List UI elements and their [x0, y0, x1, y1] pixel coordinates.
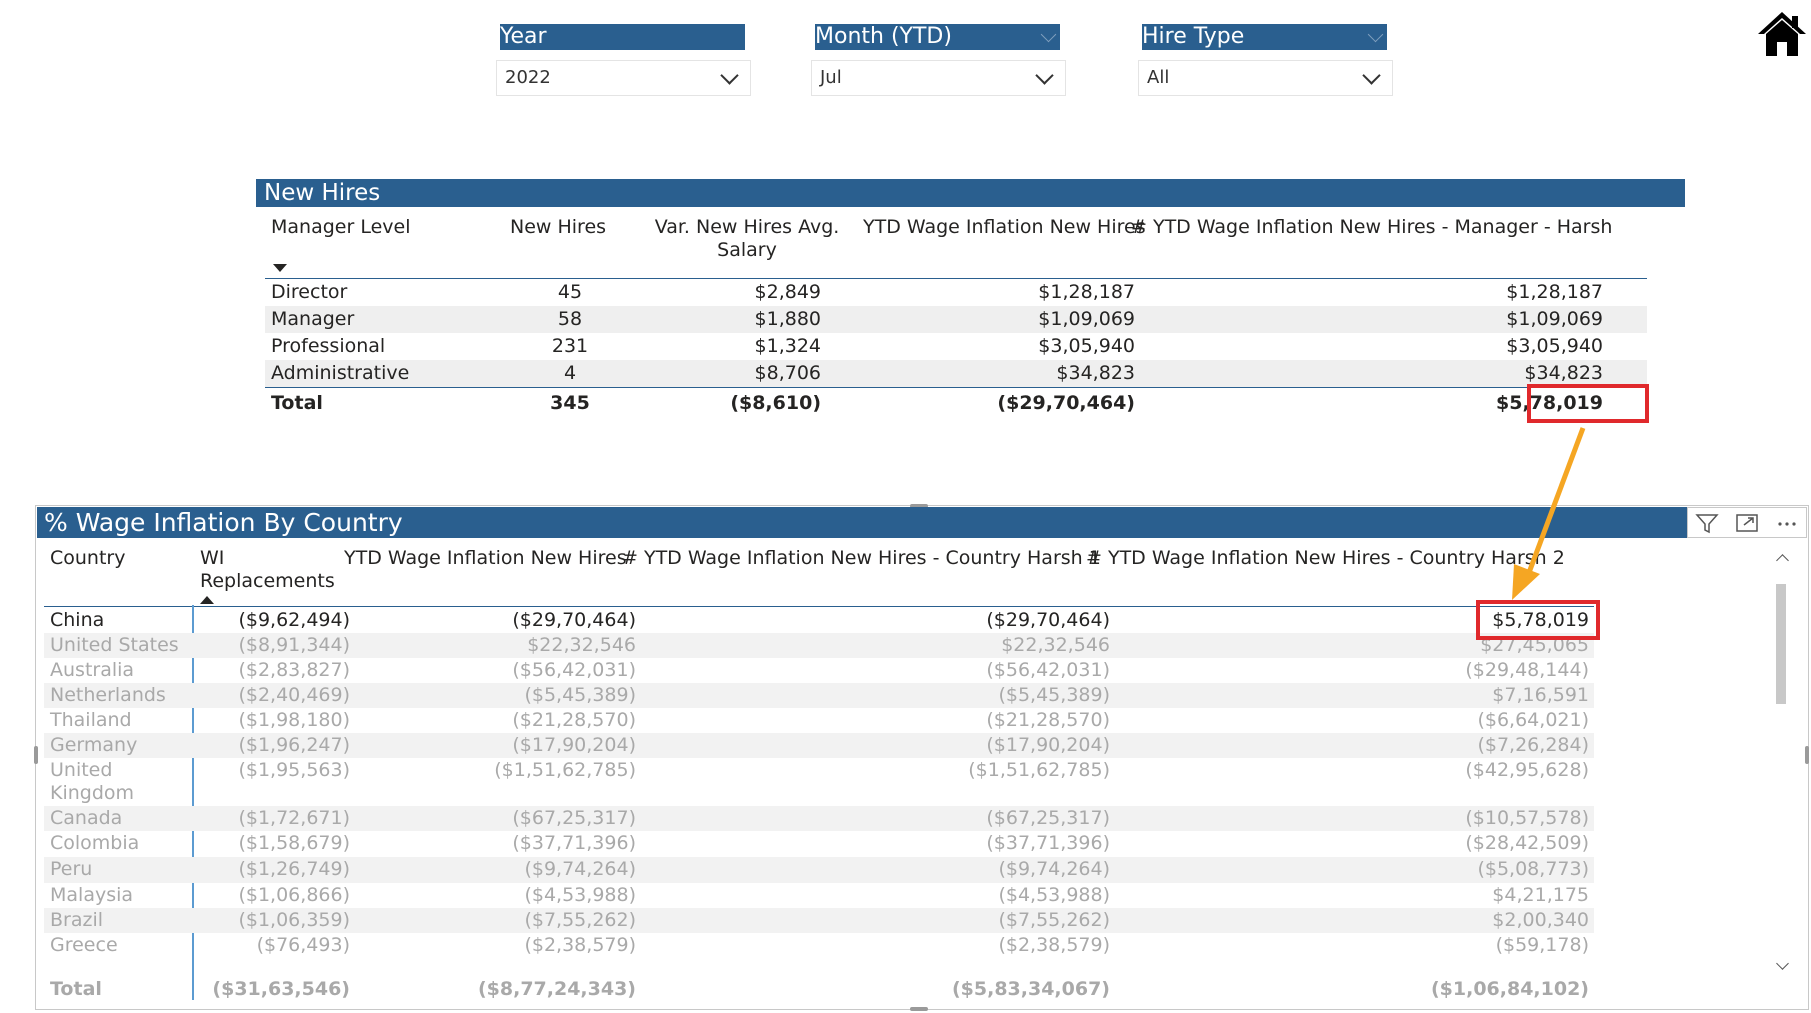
slicer-year-title: Year	[500, 24, 745, 50]
column-divider	[192, 605, 194, 1000]
slicer-hire-type: Hire Type All	[1138, 24, 1393, 96]
new-hires-title: New Hires	[256, 179, 1685, 207]
column-header-country-harsh-1[interactable]: # YTD Wage Inflation New Hires - Country…	[622, 547, 1101, 569]
new-hires-total-row: Total 345 ($8,610) ($29,70,464) $5,78,01…	[265, 387, 1647, 418]
column-header-country[interactable]: Country	[50, 547, 126, 569]
vertical-scrollbar[interactable]	[1773, 548, 1797, 980]
year-dropdown-value: 2022	[505, 67, 551, 88]
resize-handle-top[interactable]	[910, 504, 928, 508]
wage-inflation-body: China ($9,62,494) ($29,70,464) ($29,70,4…	[44, 608, 1594, 973]
table-row: Administrative 4 $8,706 $34,823 $34,823	[265, 360, 1647, 387]
table-row: Manager 58 $1,880 $1,09,069 $1,09,069	[265, 306, 1647, 333]
slicer-month-title: Month (YTD)	[815, 24, 1060, 50]
table-row: Malaysia ($1,06,866) ($4,53,988) ($4,53,…	[50, 884, 1589, 906]
slicer-month: Month (YTD) Jul	[811, 24, 1066, 96]
home-icon[interactable]	[1756, 10, 1808, 58]
slicer-hire-type-title: Hire Type	[1142, 24, 1387, 50]
visual-header-toolbar	[1687, 507, 1807, 538]
resize-handle-right[interactable]	[1805, 746, 1809, 764]
resize-handle-left[interactable]	[34, 746, 38, 764]
chevron-down-icon	[720, 66, 739, 85]
more-options-icon[interactable]	[1772, 512, 1802, 534]
table-row: Netherlands ($2,40,469) ($5,45,389) ($5,…	[44, 683, 1594, 708]
chevron-down-icon	[1035, 66, 1054, 85]
month-dropdown-value: Jul	[820, 67, 842, 88]
new-hires-body: Director 45 $2,849 $1,28,187 $1,28,187 M…	[265, 279, 1647, 387]
table-row: Brazil ($1,06,359) ($7,55,262) ($7,55,26…	[44, 908, 1594, 933]
column-header-wi-replacements[interactable]: WI Replacements	[200, 547, 335, 592]
column-header-manager-level[interactable]: Manager Level	[271, 216, 411, 238]
table-row: Canada ($1,72,671) ($67,25,317) ($67,25,…	[44, 806, 1594, 831]
month-dropdown[interactable]: Jul	[811, 60, 1066, 96]
table-row: Germany ($1,96,247) ($17,90,204) ($17,90…	[44, 733, 1594, 758]
focus-mode-icon[interactable]	[1732, 512, 1762, 534]
chevron-up-icon[interactable]	[1776, 554, 1789, 567]
scrollbar-thumb[interactable]	[1776, 584, 1786, 704]
sort-descending-icon	[273, 264, 287, 272]
table-row: United Kingdom ($1,95,563) ($1,51,62,785…	[50, 759, 1589, 804]
table-row: Thailand ($1,98,180) ($21,28,570) ($21,2…	[50, 709, 1589, 731]
table-row: Peru ($1,26,749) ($9,74,264) ($9,74,264)…	[44, 857, 1594, 883]
table-row: Professional 231 $1,324 $3,05,940 $3,05,…	[271, 335, 1603, 357]
column-header-country-harsh-2[interactable]: # YTD Wage Inflation New Hires - Country…	[1086, 547, 1565, 569]
new-hires-table: Manager Level New Hires Var. New Hires A…	[265, 210, 1647, 418]
resize-handle-bottom[interactable]	[910, 1007, 928, 1011]
hire-type-dropdown-value: All	[1147, 67, 1170, 88]
chevron-down-icon[interactable]	[1776, 957, 1789, 970]
chevron-down-icon	[1040, 26, 1057, 43]
column-header-ytd-wage-inflation-manager-harsh[interactable]: # YTD Wage Inflation New Hires - Manager…	[1131, 216, 1613, 238]
table-row: United States ($8,91,344) $22,32,546 $22…	[44, 633, 1594, 658]
hire-type-dropdown[interactable]: All	[1138, 60, 1393, 96]
chevron-down-icon	[1362, 66, 1381, 85]
new-hires-header-row: Manager Level New Hires Var. New Hires A…	[265, 210, 1647, 279]
highlight-box-china-harsh-2	[1476, 600, 1600, 640]
column-header-ytd-wage-inflation[interactable]: YTD Wage Inflation New Hires	[863, 216, 1146, 238]
table-row: Greece ($76,493) ($2,38,579) ($2,38,579)…	[50, 934, 1589, 956]
sort-ascending-icon	[200, 596, 214, 604]
table-row: Australia ($2,83,827) ($56,42,031) ($56,…	[50, 659, 1589, 681]
year-dropdown[interactable]: 2022	[496, 60, 751, 96]
table-row: China ($9,62,494) ($29,70,464) ($29,70,4…	[50, 609, 1589, 631]
column-header-new-hires[interactable]: New Hires	[510, 216, 607, 238]
filter-icon[interactable]	[1692, 512, 1722, 534]
slicer-year: Year 2022	[496, 24, 751, 96]
column-header-avg-salary[interactable]: Var. New Hires Avg. Salary	[654, 216, 840, 261]
wage-inflation-total-row: Total ($31,63,546) ($8,77,24,343) ($5,83…	[50, 978, 1589, 1000]
wage-inflation-header-row: Country WI Replacements YTD Wage Inflati…	[44, 542, 1594, 607]
chevron-down-icon	[1367, 26, 1384, 43]
table-row: Colombia ($1,58,679) ($37,71,396) ($37,7…	[50, 832, 1589, 854]
column-header-ytd-wage-inflation[interactable]: YTD Wage Inflation New Hires	[344, 547, 627, 569]
highlight-box-total-manager-harsh	[1527, 384, 1649, 423]
table-row: Director 45 $2,849 $1,28,187 $1,28,187	[271, 281, 1603, 303]
wage-inflation-title: % Wage Inflation By Country	[37, 507, 1687, 538]
